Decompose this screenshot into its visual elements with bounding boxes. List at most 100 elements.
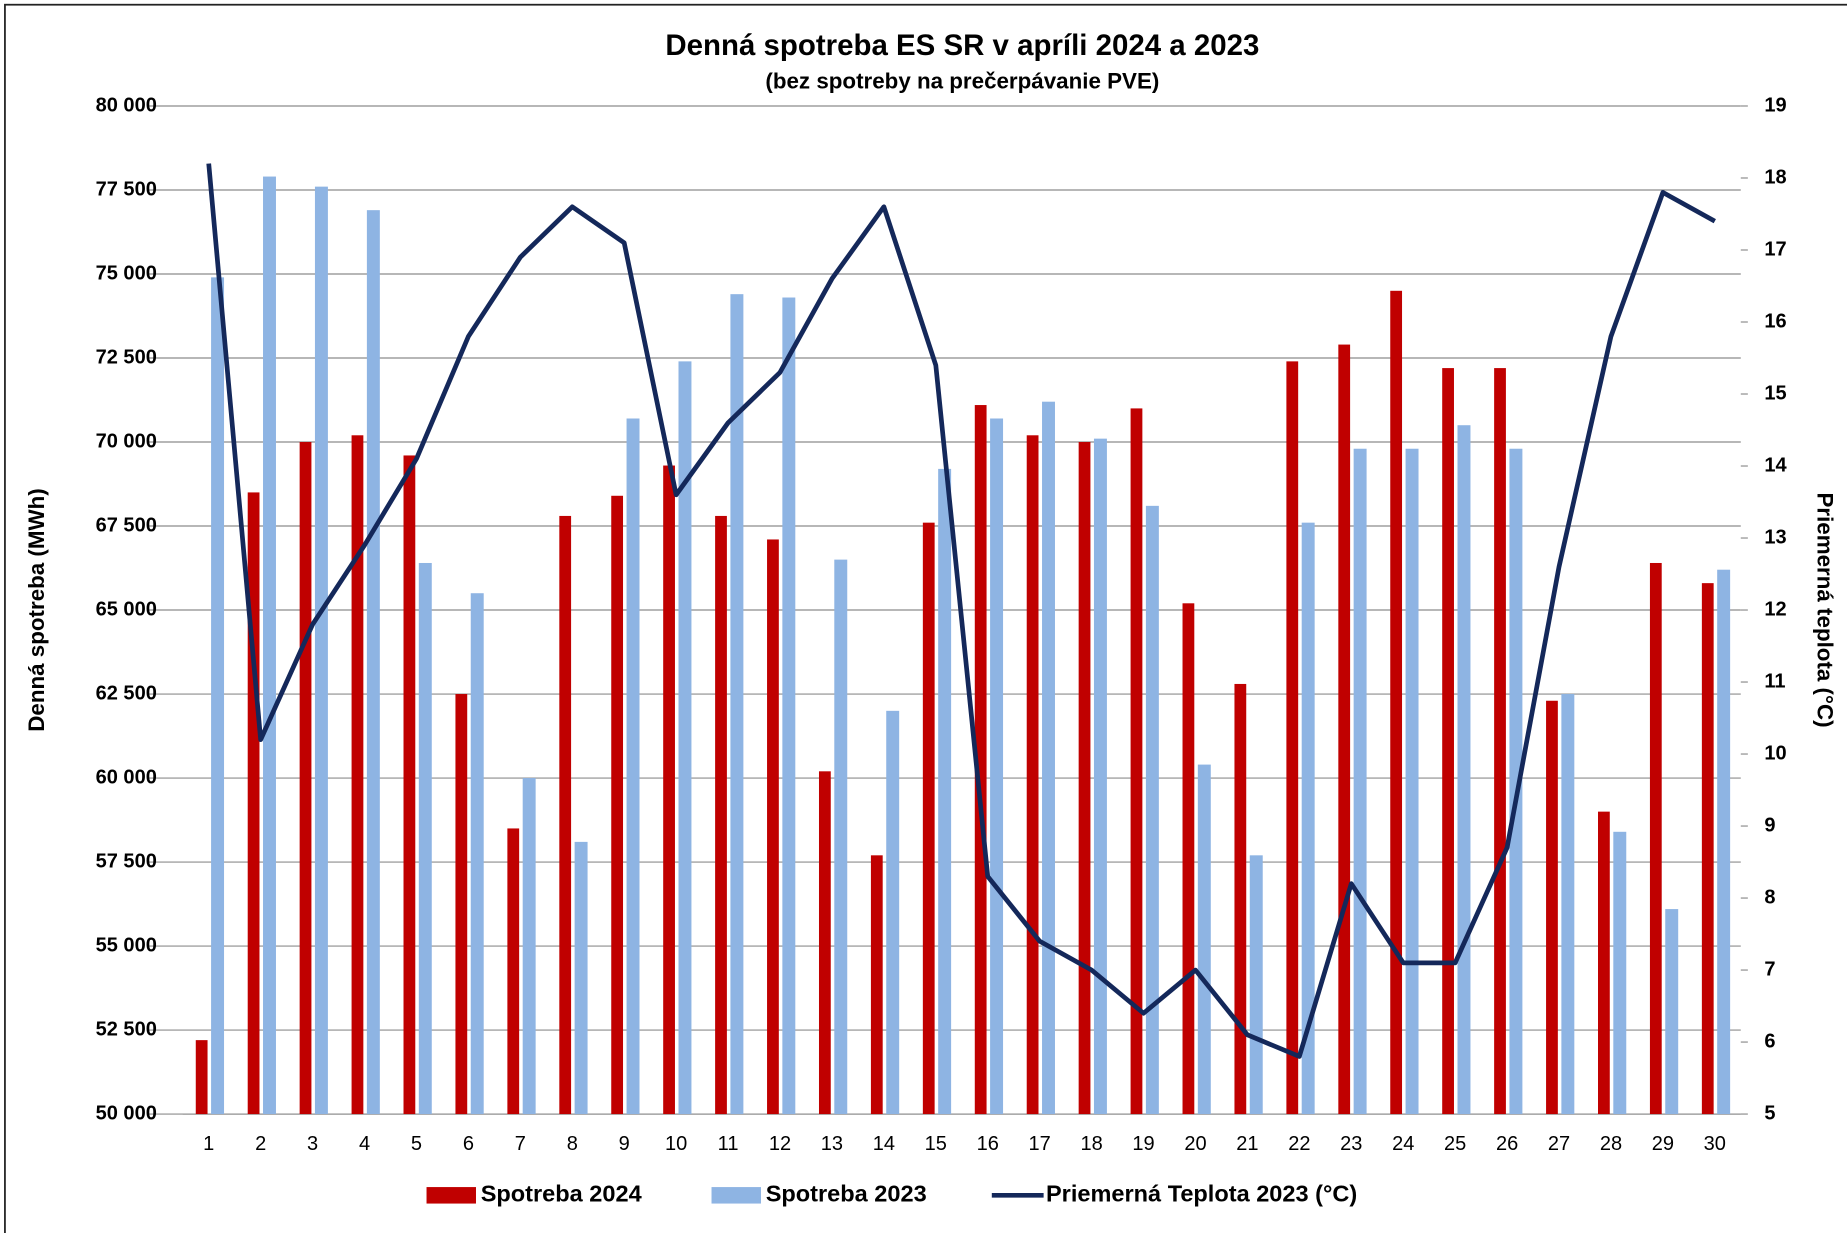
x-tick-label: 3	[307, 1133, 318, 1155]
y2-axis-label: Priemerná teplota (°C)	[1812, 492, 1837, 727]
x-tick-label: 4	[359, 1133, 370, 1155]
bar	[1197, 764, 1211, 1115]
y2-tick-label: 17	[1764, 238, 1786, 260]
x-tick-label: 10	[665, 1133, 687, 1155]
x-tick-label: 19	[1132, 1133, 1154, 1155]
y2-tick-label: 14	[1764, 454, 1787, 476]
x-tick-label: 30	[1704, 1133, 1726, 1155]
bar	[1286, 361, 1299, 1115]
bar	[195, 1040, 208, 1115]
y2-tick-label: 13	[1764, 526, 1786, 548]
bar	[574, 841, 588, 1115]
bar	[1649, 562, 1662, 1115]
line	[206, 163, 1716, 1059]
bar	[1078, 442, 1091, 1115]
bar	[922, 522, 935, 1115]
bar	[403, 455, 416, 1115]
bar	[507, 828, 520, 1115]
x-tick-label: 21	[1236, 1133, 1258, 1155]
x-tick-label: 11	[718, 1133, 739, 1155]
x-tick-label: 8	[567, 1133, 578, 1155]
bar	[730, 294, 744, 1115]
x-tick-label: 26	[1496, 1133, 1518, 1155]
bar	[1717, 569, 1731, 1115]
x-tick-label: 5	[411, 1133, 422, 1155]
x-tick-label: 27	[1548, 1133, 1570, 1155]
bar	[1145, 505, 1159, 1115]
legend-swatch	[426, 1187, 476, 1204]
bar	[1093, 438, 1107, 1115]
legend-label: Priemerná Teplota 2023 (°C)	[1046, 1181, 1357, 1207]
bar	[559, 515, 572, 1115]
bar	[1301, 522, 1315, 1115]
bar	[211, 277, 225, 1115]
bar	[834, 559, 848, 1115]
bar	[522, 778, 536, 1115]
x-tick-label: 7	[515, 1133, 526, 1155]
bar	[1509, 448, 1523, 1115]
bar	[1665, 909, 1679, 1115]
y-tick-label: 50 000	[96, 1102, 157, 1124]
bar	[366, 210, 380, 1115]
y2-tick-label: 7	[1764, 958, 1775, 980]
bar	[314, 186, 328, 1115]
bar	[1561, 694, 1575, 1115]
x-tick-label: 24	[1392, 1133, 1414, 1155]
bar	[974, 405, 987, 1115]
y2-tick-label: 11	[1764, 670, 1785, 692]
bar	[455, 694, 468, 1115]
y-tick-label: 67 500	[96, 514, 157, 536]
y-tick-label: 70 000	[96, 430, 157, 452]
bar	[1249, 855, 1263, 1115]
bar	[1042, 401, 1055, 1115]
bar	[418, 562, 432, 1115]
bar	[1405, 448, 1419, 1115]
y2-tick-label: 6	[1764, 1030, 1775, 1052]
y-tick-label: 62 500	[96, 682, 157, 704]
bar	[1026, 435, 1039, 1115]
bar	[870, 855, 883, 1115]
bar	[626, 418, 640, 1115]
bar	[470, 593, 484, 1115]
legend-swatch	[711, 1187, 761, 1204]
y2-tick-label: 19	[1764, 94, 1786, 116]
x-tick-label: 29	[1652, 1133, 1674, 1155]
bar	[1442, 368, 1454, 1115]
chart-subtitle: (bez spotreby na prečerpávanie PVE)	[765, 68, 1159, 93]
x-tick-label: 16	[977, 1133, 999, 1155]
chart-title: Denná spotreba ES SR v apríli 2024 a 202…	[665, 29, 1259, 62]
bar	[1353, 448, 1367, 1115]
bar	[678, 361, 692, 1115]
bar	[1338, 344, 1351, 1115]
bar	[1182, 603, 1195, 1115]
x-tick-label: 25	[1444, 1133, 1466, 1155]
y-axis-label: Denná spotreba (MWh)	[24, 488, 49, 731]
x-tick-label: 23	[1340, 1133, 1362, 1155]
x-tick-label: 6	[463, 1133, 474, 1155]
x-tick-label: 18	[1080, 1133, 1102, 1155]
x-tick-label: 15	[925, 1133, 947, 1155]
y2-tick-label: 8	[1764, 886, 1775, 908]
y2-tick-label: 10	[1764, 742, 1786, 764]
bar	[299, 442, 312, 1115]
bar	[938, 468, 952, 1115]
y2-tick-label: 16	[1764, 310, 1786, 332]
x-tick-label: 28	[1600, 1133, 1622, 1155]
bar	[1546, 700, 1558, 1115]
bar	[1234, 683, 1247, 1115]
y-tick-label: 75 000	[96, 262, 157, 284]
y-tick-label: 77 500	[96, 178, 157, 200]
bar	[263, 176, 276, 1115]
x-tick-label: 22	[1288, 1133, 1310, 1155]
bar	[1597, 811, 1610, 1115]
x-tick-label: 9	[619, 1133, 630, 1155]
y2-tick-label: 18	[1764, 166, 1786, 188]
bar	[1130, 408, 1143, 1115]
x-tick-label: 12	[769, 1133, 791, 1155]
bar	[611, 495, 624, 1115]
x-tick-label: 17	[1029, 1133, 1051, 1155]
bar	[351, 435, 364, 1115]
y-tick-label: 80 000	[96, 94, 157, 116]
bar	[886, 710, 900, 1115]
